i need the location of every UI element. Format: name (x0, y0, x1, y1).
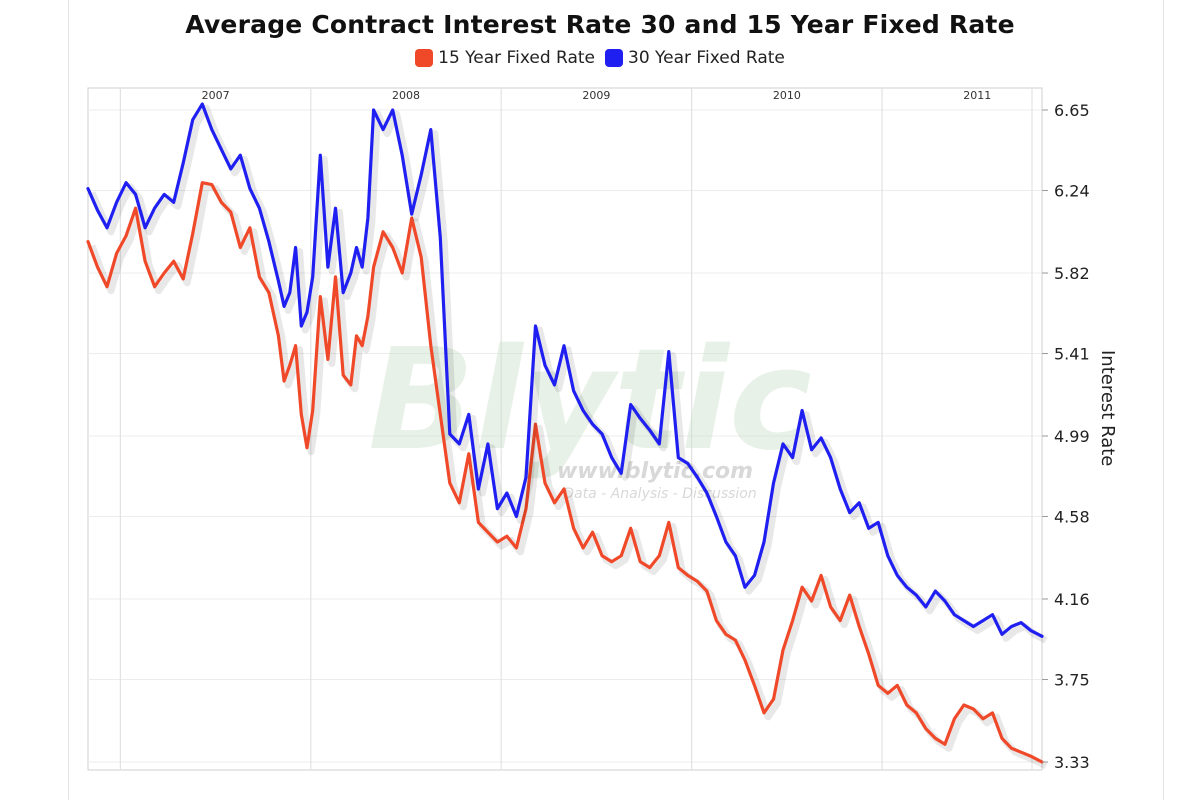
x-tick-label: 2011 (963, 89, 991, 102)
watermark-logo: Blytic (368, 319, 812, 482)
legend-label-30yr: 30 Year Fixed Rate (628, 48, 785, 68)
y-axis-label: Interest Rate (1097, 350, 1118, 467)
y-tick-label: 4.58 (1054, 508, 1090, 527)
chart-frame (68, 0, 1164, 800)
legend-item-15yr[interactable]: 15 Year Fixed Rate (415, 48, 595, 68)
grid-layer (87, 87, 1043, 771)
watermark-url: www.blytic.com (557, 459, 753, 484)
legend-label-15yr: 15 Year Fixed Rate (438, 48, 595, 68)
y-tick-label: 5.82 (1054, 264, 1090, 283)
x-tick-label: 2008 (392, 89, 420, 102)
x-tick-label: 2007 (202, 89, 230, 102)
y-tick-label: 3.33 (1054, 753, 1090, 772)
legend-swatch-30yr (605, 49, 623, 67)
legend-swatch-15yr (415, 49, 434, 67)
watermark: Blytic www.blytic.com Data - Analysis - … (368, 319, 812, 502)
plot-border (87, 87, 1043, 771)
y-tick-label: 5.41 (1054, 345, 1090, 364)
series-shadow-0 (88, 183, 1048, 770)
x-tick-label: 2009 (582, 89, 610, 102)
y-tick-label: 3.75 (1054, 671, 1090, 690)
y-tick-label: 6.24 (1054, 182, 1090, 201)
axis-layer: 6.65 6.24 5.82 5.41 4.99 4.58 4.16 3.75 3.33 2007… (202, 89, 1090, 772)
legend-item-30yr[interactable]: 30 Year Fixed Rate (605, 48, 785, 68)
watermark-tagline: Data - Analysis - Discussion (563, 486, 756, 502)
x-tick-label: 2010 (773, 89, 801, 102)
legend: 15 Year Fixed Rate 30 Year Fixed Rate (0, 48, 1200, 68)
y-tick-label: 4.99 (1054, 427, 1090, 446)
series-shadow-1 (88, 104, 1048, 644)
series-line-30yr[interactable] (86, 102, 1044, 638)
chart-title: Average Contract Interest Rate 30 and 15… (185, 10, 1015, 39)
y-tick-label: 6.65 (1054, 101, 1090, 120)
y-tick-label: 4.16 (1054, 590, 1090, 609)
series-layer (86, 102, 1048, 770)
series-line-15yr[interactable] (86, 181, 1044, 764)
